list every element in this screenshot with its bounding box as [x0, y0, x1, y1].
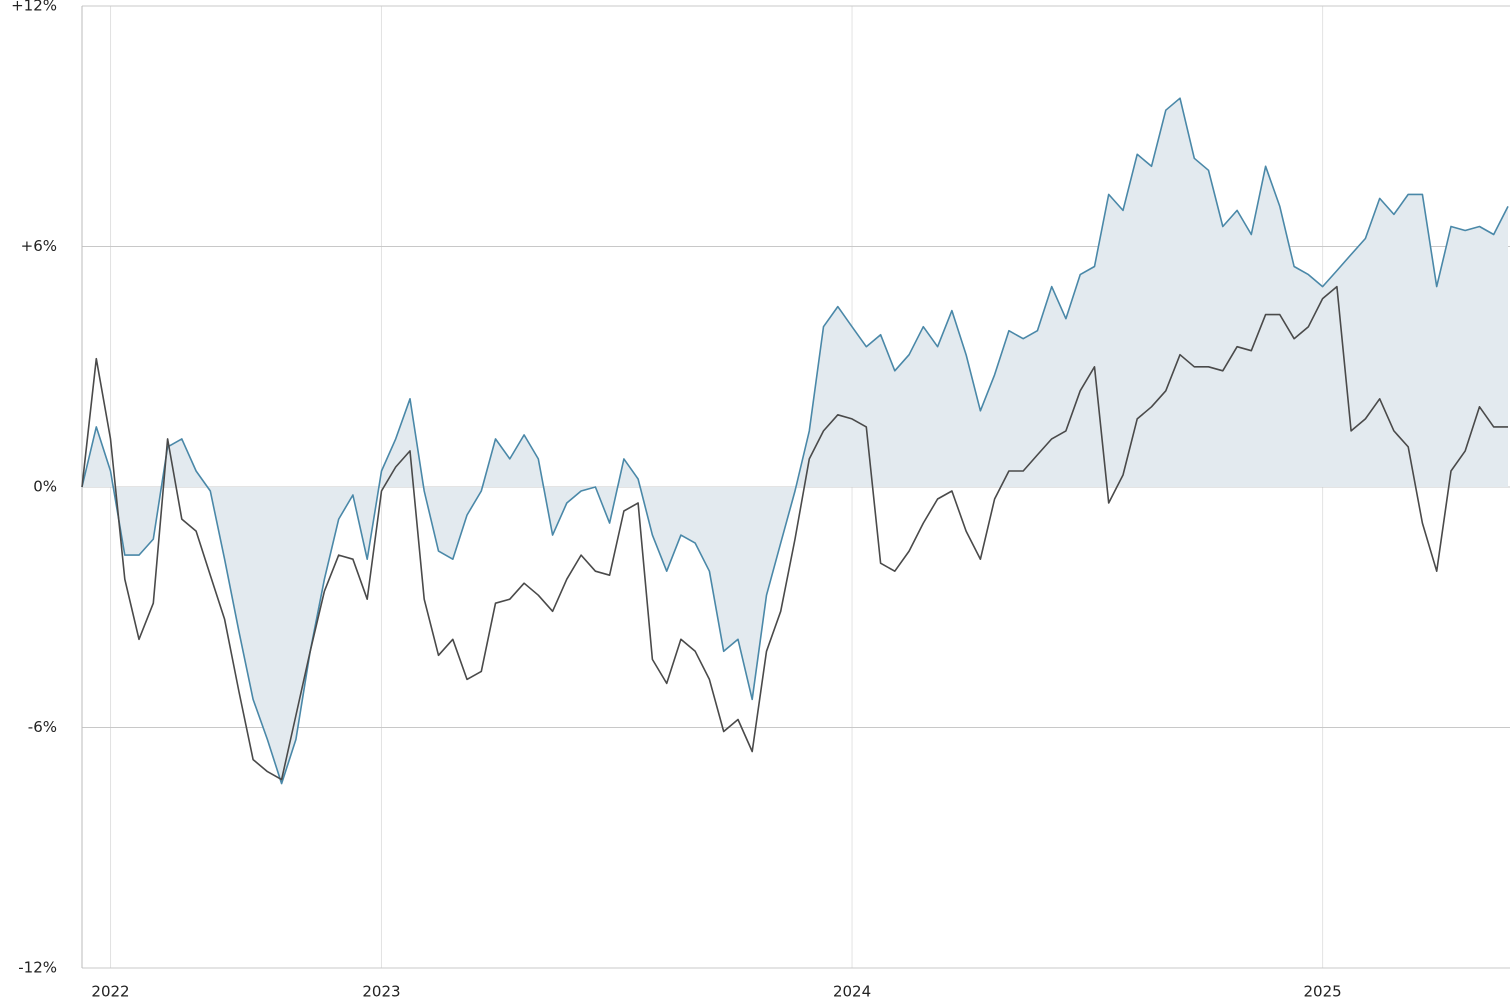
y-tick-label: -12% [18, 959, 57, 977]
y-tick-label: 0% [33, 478, 57, 496]
series-line [81, 285, 1508, 781]
area [82, 98, 1508, 784]
y-tick-label: +12% [11, 0, 57, 15]
x-tick-label: 2022 [91, 983, 129, 1001]
y-tick-label: -6% [28, 718, 57, 736]
x-tick-label: 2023 [362, 983, 400, 1001]
y-tick-label: +6% [21, 237, 57, 255]
x-tick-label: 2024 [833, 983, 871, 1001]
x-tick-label: 2025 [1304, 983, 1342, 1001]
series-line [81, 97, 1509, 785]
